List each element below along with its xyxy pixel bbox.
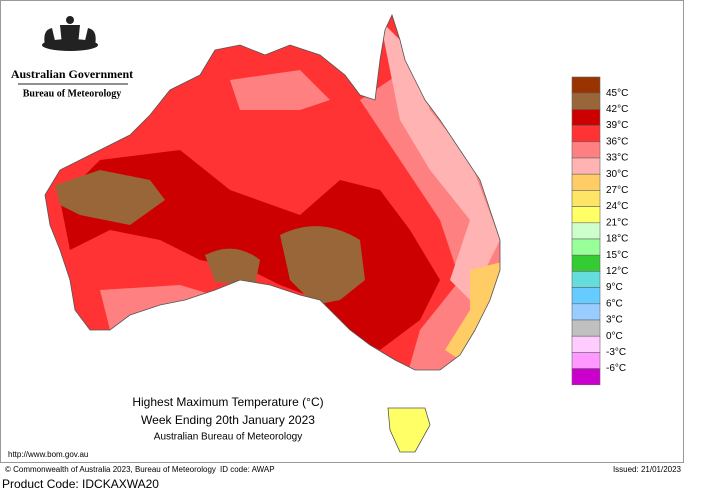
id-code: ID code: AWAP <box>220 465 275 474</box>
legend-label: 42°C <box>606 104 628 115</box>
legend-label: 36°C <box>606 136 628 147</box>
legend-swatch <box>571 303 601 321</box>
legend-swatch <box>571 352 601 369</box>
map-source: Australian Bureau of Meteorology <box>154 432 302 443</box>
legend: 45°C 42°C 39°C 36°C 33°C 30°C 27°C 24°C 21°C 18°C… <box>571 76 628 386</box>
legend-label: 6°C <box>606 298 623 309</box>
legend-label: 0°C <box>606 331 623 342</box>
legend-swatch <box>571 141 601 159</box>
legend-label: 24°C <box>606 201 628 212</box>
copyright: © Commonwealth of Australia 2023, Bureau… <box>5 465 216 474</box>
legend-label: 9°C <box>606 282 623 293</box>
legend-label: 30°C <box>606 169 628 180</box>
legend-swatch <box>571 76 601 94</box>
legend-swatch <box>571 287 601 305</box>
coat-of-arms <box>42 16 98 51</box>
map-title: Highest Maximum Temperature (°C) <box>132 395 323 409</box>
legend-swatch <box>571 335 601 353</box>
legend-swatch <box>571 254 601 272</box>
legend-label: 3°C <box>606 315 623 326</box>
legend-swatch <box>571 157 601 175</box>
legend-label: 21°C <box>606 217 628 228</box>
legend-label: -6°C <box>606 363 626 374</box>
legend-swatch <box>571 125 601 143</box>
legend-label: 15°C <box>606 250 628 261</box>
legend-swatch <box>571 190 601 207</box>
legend-swatch <box>571 238 601 256</box>
url: http://www.bom.gov.au <box>8 450 88 459</box>
legend-swatch <box>571 222 601 240</box>
legend-label: 27°C <box>606 185 628 196</box>
legend-swatch <box>571 109 601 126</box>
product-code: Product Code: IDCKAXWA20 <box>2 477 159 491</box>
tasmania <box>387 407 431 453</box>
legend-label: 18°C <box>606 234 628 245</box>
issued: Issued: 21/01/2023 <box>613 465 682 474</box>
legend-swatch <box>571 92 601 110</box>
map-subtitle: Week Ending 20th January 2023 <box>141 413 315 427</box>
legend-label: -3°C <box>606 347 626 358</box>
legend-swatch <box>571 173 601 191</box>
legend-label: 45°C <box>606 88 628 99</box>
legend-label: 39°C <box>606 120 628 131</box>
government-name: Australian Government <box>11 67 133 81</box>
legend-swatch <box>571 319 601 337</box>
bureau-name: Bureau of Meteorology <box>23 88 122 99</box>
legend-label: 12°C <box>606 266 628 277</box>
legend-swatch <box>571 368 601 386</box>
legend-swatch <box>571 271 601 288</box>
legend-swatch <box>571 206 601 224</box>
legend-label: 33°C <box>606 153 628 164</box>
coastline <box>44 13 501 371</box>
